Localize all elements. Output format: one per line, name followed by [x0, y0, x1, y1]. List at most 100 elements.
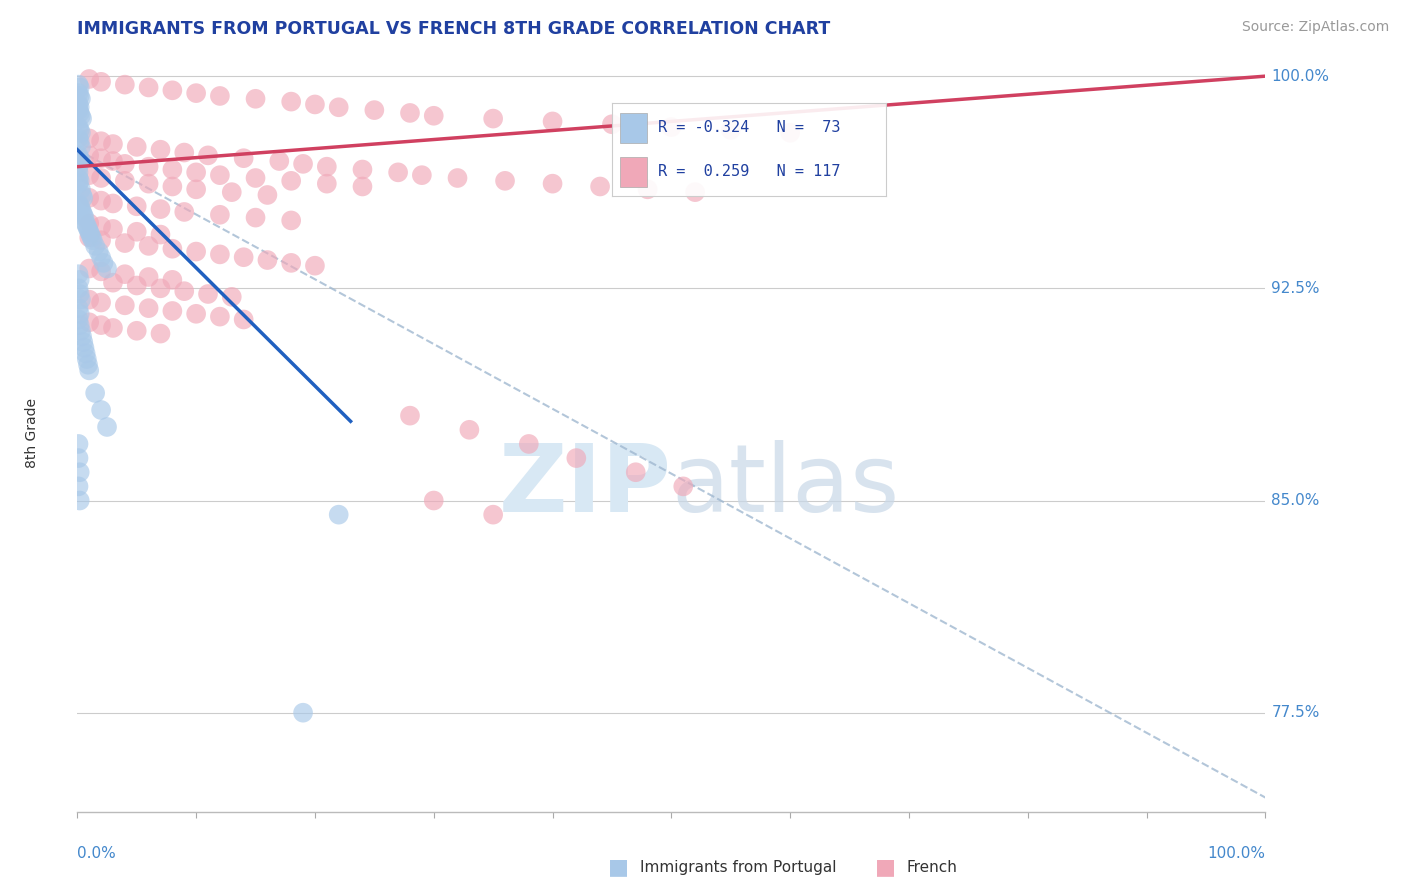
Point — [208, 168, 231, 182]
Point — [138, 239, 160, 253]
Point — [69, 174, 91, 188]
Point — [77, 72, 100, 87]
Point — [363, 103, 385, 117]
Point — [69, 106, 91, 120]
Point — [114, 267, 136, 281]
Text: ZIP: ZIP — [499, 440, 672, 532]
Point — [446, 171, 468, 186]
Text: French: French — [907, 860, 957, 874]
Point — [173, 284, 195, 298]
Point — [77, 131, 100, 145]
Point — [77, 315, 100, 329]
Point — [149, 143, 172, 157]
Point — [70, 188, 93, 202]
Point — [197, 287, 219, 301]
Text: R = -0.324   N =  73: R = -0.324 N = 73 — [658, 120, 841, 136]
Point — [173, 205, 195, 219]
Point — [138, 80, 160, 95]
Point — [73, 211, 96, 225]
Point — [661, 120, 683, 134]
Point — [96, 420, 118, 434]
Point — [90, 75, 112, 89]
Point — [70, 329, 93, 343]
Point — [70, 154, 93, 169]
Point — [423, 109, 446, 123]
Point — [138, 177, 160, 191]
Point — [77, 261, 100, 276]
Point — [77, 225, 100, 239]
Point — [69, 307, 91, 321]
Point — [720, 123, 742, 137]
Point — [411, 168, 433, 182]
Text: 8th Grade: 8th Grade — [25, 398, 39, 467]
Text: 85.0%: 85.0% — [1271, 493, 1320, 508]
Point — [77, 222, 100, 236]
Point — [637, 182, 659, 196]
Point — [149, 281, 172, 295]
Point — [77, 293, 100, 307]
Text: 100.0%: 100.0% — [1208, 846, 1265, 861]
Point — [84, 386, 107, 401]
Point — [517, 437, 540, 451]
Point — [779, 126, 801, 140]
Point — [75, 216, 97, 230]
Point — [70, 112, 93, 126]
Point — [245, 211, 267, 225]
Point — [67, 78, 90, 92]
Point — [76, 219, 98, 233]
Point — [90, 295, 112, 310]
Point — [328, 100, 350, 114]
Point — [352, 162, 374, 177]
Point — [221, 290, 243, 304]
Point — [67, 160, 90, 174]
Point — [90, 194, 112, 208]
Text: R =  0.259   N = 117: R = 0.259 N = 117 — [658, 164, 841, 179]
Point — [482, 508, 505, 522]
Point — [77, 230, 100, 244]
Point — [197, 148, 219, 162]
Point — [245, 92, 267, 106]
Point — [162, 179, 184, 194]
Point — [315, 177, 337, 191]
Point — [138, 270, 160, 285]
Point — [114, 236, 136, 251]
Point — [399, 409, 422, 423]
Point — [69, 318, 91, 332]
Point — [280, 95, 302, 109]
Point — [458, 423, 481, 437]
Text: IMMIGRANTS FROM PORTUGAL VS FRENCH 8TH GRADE CORRELATION CHART: IMMIGRANTS FROM PORTUGAL VS FRENCH 8TH G… — [77, 20, 831, 37]
Point — [114, 298, 136, 312]
Point — [672, 479, 695, 493]
Bar — [620, 157, 647, 187]
Point — [232, 312, 254, 326]
Point — [125, 225, 148, 239]
Point — [186, 307, 208, 321]
Point — [232, 151, 254, 165]
Point — [101, 136, 124, 151]
Point — [67, 196, 90, 211]
Point — [87, 244, 110, 259]
Point — [77, 168, 100, 182]
Point — [90, 134, 112, 148]
Point — [208, 247, 231, 261]
Point — [292, 706, 315, 720]
Point — [67, 301, 90, 315]
Text: 0.0%: 0.0% — [77, 846, 117, 861]
Point — [77, 363, 100, 377]
Point — [600, 117, 623, 131]
Point — [232, 250, 254, 264]
Point — [149, 326, 172, 341]
Point — [352, 179, 374, 194]
Point — [82, 233, 104, 247]
Point — [69, 100, 91, 114]
Point — [624, 465, 647, 479]
Point — [221, 185, 243, 199]
Point — [280, 174, 302, 188]
Point — [125, 278, 148, 293]
Point — [67, 148, 90, 162]
Point — [67, 479, 90, 493]
Point — [292, 157, 315, 171]
Point — [70, 182, 93, 196]
Point — [70, 205, 93, 219]
Point — [256, 188, 278, 202]
